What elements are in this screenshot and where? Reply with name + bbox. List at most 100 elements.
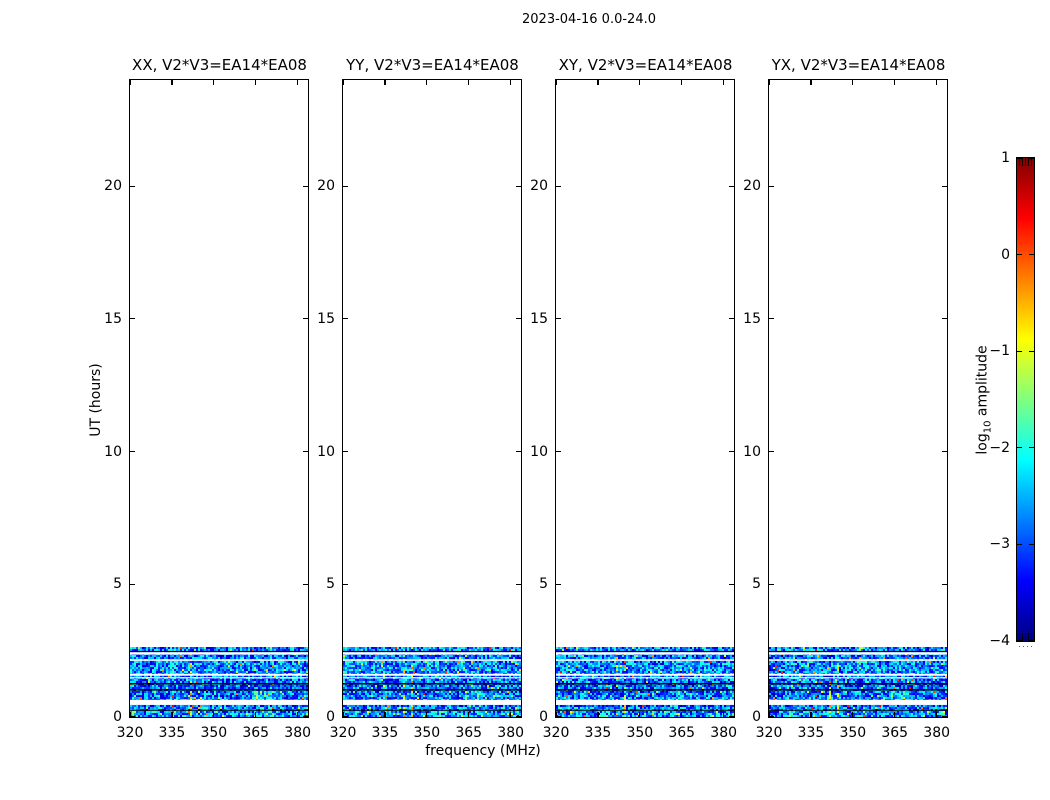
y-tick-label: 15: [104, 310, 122, 327]
spectrogram-canvas-yx: [769, 647, 947, 717]
y-tick-mark: [769, 583, 774, 585]
x-tick-label: 365: [668, 725, 696, 741]
x-tick-label: 380: [497, 725, 525, 741]
x-tick-label: 365: [455, 725, 483, 741]
x-tick-label: 320: [329, 725, 357, 741]
y-tick-mark-right: [729, 716, 734, 718]
x-tick-mark-top: [852, 80, 854, 85]
x-tick-label: 365: [242, 725, 270, 741]
colorbar-tick-label: −2: [989, 439, 1010, 456]
x-tick-mark: [213, 712, 215, 717]
spectrogram-canvas-yy: [343, 647, 521, 717]
y-tick-mark: [130, 450, 135, 453]
x-axis-label: frequency (MHz): [425, 743, 541, 759]
y-tick-mark-right: [516, 318, 521, 320]
x-tick-mark: [555, 712, 557, 717]
x-tick-mark: [681, 712, 683, 717]
colorbar-tick-mark: [1017, 447, 1022, 449]
colorbar-tick-mark: [1017, 254, 1022, 256]
x-tick-mark-top: [213, 80, 215, 85]
x-tick-mark: [768, 712, 770, 717]
x-tick-mark: [723, 712, 725, 717]
x-tick-mark-top: [681, 80, 683, 85]
colorbar-tick-mark-right: [1029, 350, 1034, 352]
x-tick-mark-top: [342, 80, 344, 85]
x-tick-mark-top: [768, 80, 770, 85]
plot-area-xy: 320 335 350 365 380 0 5 10 15 20: [530, 79, 737, 740]
colorbar-tick-mark: [1017, 543, 1022, 545]
colorbar-tick-mark-right: [1029, 640, 1034, 642]
y-tick-mark: [556, 450, 561, 453]
y-tick-mark: [130, 185, 135, 187]
y-tick-mark: [343, 185, 348, 187]
y-tick-mark-right: [303, 318, 308, 320]
y-tick-mark-right: [942, 583, 947, 585]
colorbar-top-hatch: [1019, 158, 1032, 166]
x-tick-label: 335: [797, 725, 825, 741]
y-tick-label: 10: [317, 443, 335, 460]
x-tick-label: 365: [881, 725, 909, 741]
x-tick-mark-top: [894, 80, 896, 85]
x-tick-label: 320: [116, 725, 144, 741]
y-tick-mark-right: [729, 318, 734, 320]
y-tick-mark-right: [303, 583, 308, 585]
colorbar-tick-label: −4: [989, 633, 1010, 649]
x-tick-label: 350: [200, 725, 228, 741]
x-tick-mark-top: [510, 80, 512, 85]
x-tick-label: 350: [839, 725, 867, 741]
y-tick-mark: [769, 450, 774, 453]
x-tick-mark: [510, 712, 512, 717]
y-tick-mark: [556, 318, 561, 320]
panel-title-xx: XX, V2*V3=EA14*EA08: [132, 56, 307, 74]
panel-title-yx: YX, V2*V3=EA14*EA08: [771, 56, 946, 74]
panel-xx: XX, V2*V3=EA14*EA08 320 335 350 365 380 0 5 10 1…: [104, 56, 311, 740]
colorbar-tick-label: 0: [1001, 246, 1010, 263]
panel-yy: YY, V2*V3=EA14*EA08 320 335 350 365 380 0 5 10 1…: [317, 56, 524, 740]
spectrogram-canvas-xy: [556, 647, 734, 717]
x-tick-mark-top: [426, 80, 428, 85]
y-tick-mark: [343, 583, 348, 585]
spectrogram-canvas-xx: [130, 647, 308, 717]
y-tick-label: 0: [326, 709, 335, 725]
y-tick-mark-right: [729, 185, 734, 187]
x-tick-mark-top: [468, 80, 470, 85]
colorbar-tick-mark-right: [1029, 157, 1034, 159]
colorbar-tick-mark: [1017, 157, 1022, 159]
y-tick-label: 5: [752, 576, 761, 593]
x-tick-mark-top: [384, 80, 386, 85]
x-tick-mark-top: [555, 80, 557, 85]
x-tick-mark: [639, 712, 641, 717]
panel-title-yy: YY, V2*V3=EA14*EA08: [346, 56, 519, 74]
x-tick-mark: [852, 712, 854, 717]
y-tick-mark-right: [942, 185, 947, 187]
y-tick-mark-right: [516, 450, 521, 453]
x-tick-mark: [894, 712, 896, 717]
y-tick-mark-right: [303, 716, 308, 718]
x-tick-mark: [384, 712, 386, 717]
x-tick-mark-top: [639, 80, 641, 85]
y-tick-mark-right: [942, 318, 947, 320]
y-tick-mark-right: [516, 185, 521, 187]
colorbar-tick-mark-right: [1029, 543, 1034, 545]
y-tick-mark: [343, 716, 348, 718]
x-tick-label: 320: [755, 725, 783, 741]
x-tick-mark-top: [129, 80, 131, 85]
y-tick-label: 10: [104, 443, 122, 460]
y-tick-label: 0: [113, 709, 122, 725]
x-tick-label: 380: [284, 725, 312, 741]
y-tick-label: 5: [539, 576, 548, 593]
x-tick-label: 350: [413, 725, 441, 741]
panel-title-xy: XY, V2*V3=EA14*EA08: [558, 56, 733, 74]
y-tick-mark: [343, 450, 348, 453]
y-tick-mark-right: [516, 716, 521, 718]
y-tick-mark-right: [942, 716, 947, 718]
plot-area-xx: 320 335 350 365 380 0 5 10 15 20: [104, 79, 311, 740]
plot-area-yy: 320 335 350 365 380 0 5 10 15 20: [317, 79, 524, 740]
x-tick-label: 335: [158, 725, 186, 741]
y-tick-label: 10: [743, 443, 761, 460]
y-tick-mark: [130, 318, 135, 320]
y-tick-label: 15: [317, 310, 335, 327]
y-tick-label: 15: [743, 310, 761, 327]
colorbar-label-sub: 10: [982, 420, 994, 434]
y-tick-mark-right: [516, 583, 521, 585]
